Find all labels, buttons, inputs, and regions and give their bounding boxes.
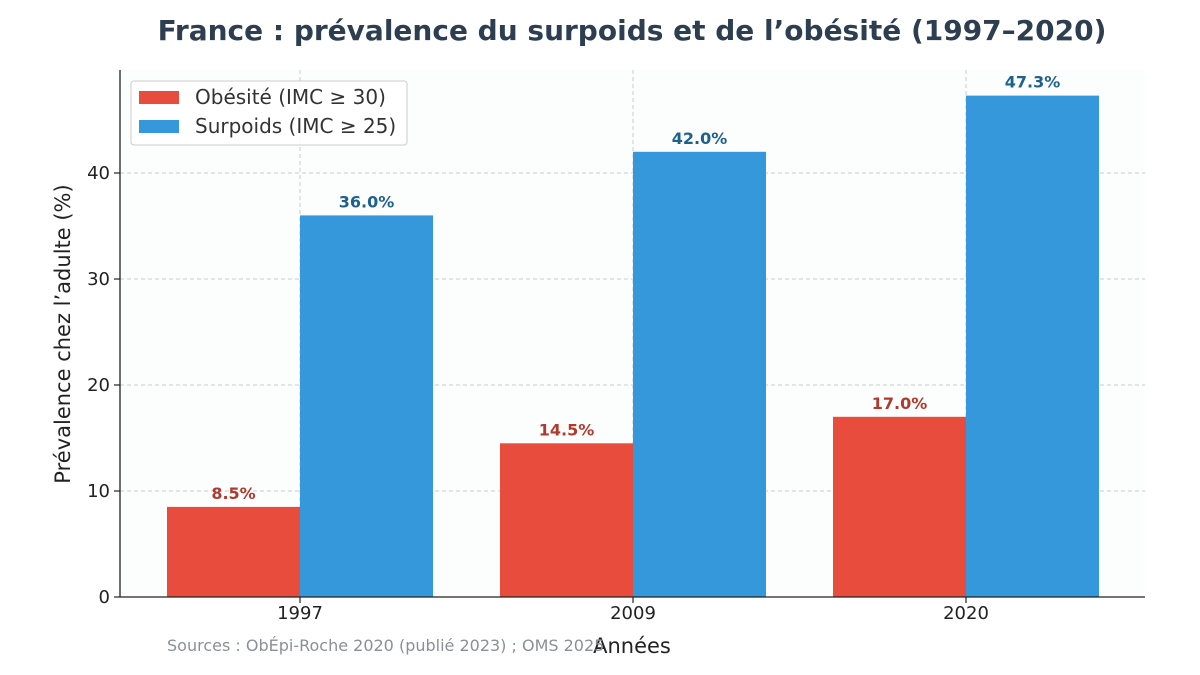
y-tick-label: 30 [87, 269, 110, 290]
bar-label-surpoids-1997: 36.0% [339, 192, 395, 211]
legend: Obésité (IMC ≥ 30) Surpoids (IMC ≥ 25) [130, 80, 408, 146]
bar-obesite-2020 [833, 416, 966, 597]
bar-label-surpoids-2009: 42.0% [672, 129, 728, 148]
bar-surpoids-2009 [633, 151, 766, 598]
bars [167, 95, 1099, 598]
bar-obesite-2009 [500, 443, 633, 597]
source-note: Sources : ObÉpi-Roche 2020 (publié 2023)… [167, 636, 604, 655]
bar-surpoids-1997 [300, 215, 433, 597]
y-tick-label: 40 [87, 163, 110, 184]
legend-label-surpoids: Surpoids (IMC ≥ 25) [195, 114, 396, 138]
bar-label-obesite-2020: 17.0% [872, 394, 928, 413]
x-tick-label: 2020 [943, 603, 989, 624]
y-ticks: 0 10 20 30 40 [87, 163, 120, 608]
chart-title: France : prévalence du surpoids et de l’… [158, 14, 1107, 47]
bar-obesite-1997 [167, 506, 300, 597]
y-tick-label: 20 [87, 375, 110, 396]
y-tick-label: 0 [99, 587, 110, 608]
bar-label-surpoids-2020: 47.3% [1005, 73, 1061, 92]
legend-swatch-surpoids [139, 120, 179, 133]
y-axis-label: Prévalence chez l’adulte (%) [51, 184, 75, 483]
x-tick-label: 2009 [610, 603, 656, 624]
x-tick-label: 1997 [277, 603, 323, 624]
legend-swatch-obesite [139, 91, 179, 104]
bar-label-obesite-1997: 8.5% [211, 484, 255, 503]
x-ticks: 1997 2009 2020 [277, 597, 989, 624]
bar-labels: 8.5% 14.5% 17.0% 36.0% 42.0% 47.3% [211, 73, 1060, 503]
x-axis-label: Années [593, 634, 671, 658]
legend-box [130, 80, 408, 146]
bar-surpoids-2020 [966, 95, 1099, 598]
y-tick-label: 10 [87, 481, 110, 502]
legend-label-obesite: Obésité (IMC ≥ 30) [195, 85, 386, 109]
bar-label-obesite-2009: 14.5% [539, 420, 595, 439]
